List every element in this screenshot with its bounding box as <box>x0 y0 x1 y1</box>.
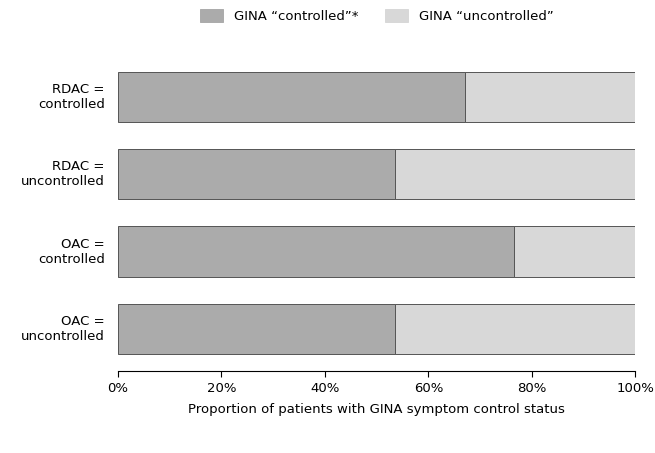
Bar <box>514 226 635 277</box>
Bar <box>395 149 635 199</box>
Bar <box>118 304 395 354</box>
Legend: GINA “controlled”*, GINA “uncontrolled”: GINA “controlled”*, GINA “uncontrolled” <box>195 4 559 28</box>
Bar <box>118 72 464 122</box>
Bar <box>118 226 514 277</box>
Bar <box>395 304 635 354</box>
Bar <box>118 149 395 199</box>
X-axis label: Proportion of patients with GINA symptom control status: Proportion of patients with GINA symptom… <box>188 403 565 416</box>
Bar <box>464 72 635 122</box>
